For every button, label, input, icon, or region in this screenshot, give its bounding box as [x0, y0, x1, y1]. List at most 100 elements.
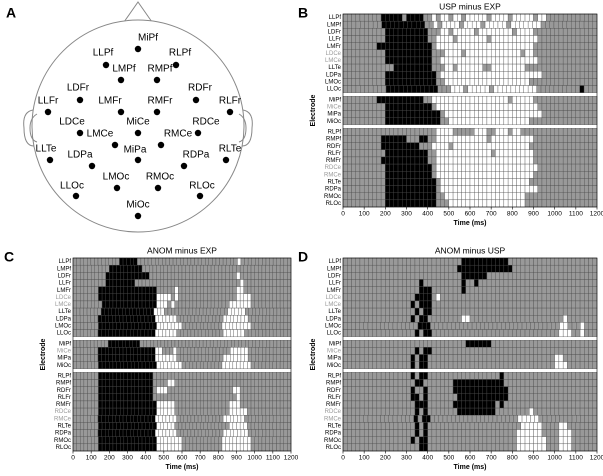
cell: [592, 340, 598, 348]
cell: [389, 163, 394, 172]
cell: [554, 142, 560, 150]
cell: [550, 400, 555, 409]
cell: [516, 300, 521, 309]
cell: [474, 171, 479, 179]
cell: [80, 300, 85, 309]
cell: [87, 400, 92, 409]
cell: [584, 379, 589, 387]
cell: [226, 429, 231, 437]
cell: [219, 347, 224, 355]
cell: [420, 20, 425, 29]
cell: [499, 329, 505, 337]
cell: [181, 279, 186, 287]
cell: [541, 293, 547, 302]
cell: [402, 361, 407, 369]
cell: [385, 103, 390, 111]
cell: [571, 436, 577, 445]
cell: [402, 63, 407, 72]
cell: [465, 149, 471, 158]
cell: [529, 142, 534, 150]
cell: [199, 272, 204, 280]
cell: [410, 28, 416, 36]
cell: [486, 400, 492, 409]
cell: [149, 407, 154, 416]
cell: [495, 272, 500, 280]
cell: [247, 257, 252, 266]
cell: [457, 42, 462, 50]
cell: [554, 307, 560, 316]
cell: [444, 300, 450, 309]
cell: [478, 443, 483, 452]
cell: [397, 142, 403, 150]
cell: [279, 386, 284, 394]
cell: [474, 400, 479, 409]
cell: [86, 340, 91, 348]
cell: [526, 415, 531, 423]
cell: [258, 393, 263, 402]
cell: [359, 372, 365, 380]
cell: [478, 386, 483, 394]
cell: [269, 407, 274, 416]
cell: [90, 354, 95, 362]
cell: [229, 372, 234, 380]
cell: [520, 149, 526, 158]
cell: [457, 56, 462, 65]
cell: [461, 128, 466, 136]
cell: [444, 28, 450, 36]
cell: [588, 422, 593, 430]
cell: [550, 192, 555, 201]
cell: [550, 407, 555, 416]
cell: [541, 178, 547, 186]
cell: [507, 429, 513, 437]
cell: [558, 117, 564, 125]
cell: [351, 415, 356, 423]
cell: [592, 279, 598, 287]
cell: [163, 422, 168, 430]
cell: [368, 49, 373, 58]
cell: [368, 347, 373, 355]
cell: [158, 354, 163, 362]
cell: [474, 347, 479, 355]
cell: [287, 307, 292, 316]
cell: [478, 293, 483, 302]
cell: [562, 128, 568, 136]
cell: [76, 436, 81, 445]
x-tick-label: 100: [359, 211, 370, 218]
cell: [452, 315, 458, 323]
cell: [459, 415, 464, 423]
cell: [510, 20, 516, 29]
cell: [584, 13, 589, 22]
cell: [115, 347, 120, 355]
cell: [248, 307, 253, 316]
cell: [469, 96, 475, 104]
cell: [389, 128, 394, 136]
cell: [205, 315, 209, 323]
cell: [141, 279, 146, 287]
cell: [232, 407, 237, 416]
cell: [533, 142, 538, 150]
cell: [486, 78, 492, 86]
cell: [101, 407, 106, 416]
cell: [368, 393, 373, 402]
cell: [279, 322, 284, 330]
cell: [247, 300, 252, 309]
cell: [486, 103, 492, 111]
cell: [199, 300, 204, 309]
cell: [393, 264, 399, 273]
cell: [347, 372, 352, 380]
cell: [524, 379, 530, 387]
cell: [156, 372, 161, 380]
cell: [512, 340, 517, 348]
cell: [380, 178, 386, 186]
cell: [546, 315, 551, 323]
cell: [588, 35, 593, 43]
cell: [465, 13, 471, 22]
cell: [269, 372, 274, 380]
cell: [155, 415, 159, 423]
cell: [109, 443, 114, 452]
cell: [172, 315, 177, 323]
cell: [411, 85, 417, 93]
cell: [342, 71, 348, 79]
cell: [541, 436, 547, 445]
panel-letter: D: [298, 249, 308, 265]
